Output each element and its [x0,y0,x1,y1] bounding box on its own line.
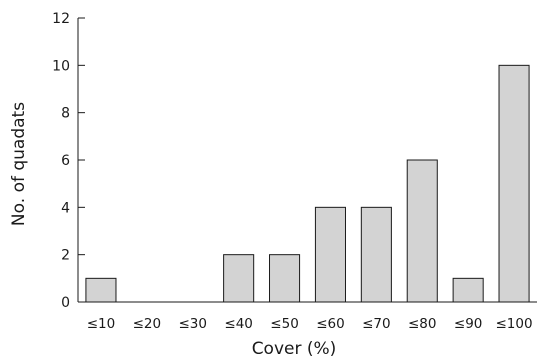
y-tick-label: 10 [52,58,70,74]
bars-group [85,64,530,303]
x-tick-label: ≤70 [362,316,391,332]
y-tick-label: 6 [61,153,70,169]
y-axis-title: No. of quadats [9,102,29,226]
y-axis: 0 2 4 6 8 10 12 [52,11,85,311]
bar-7 [406,159,438,303]
bar-5 [314,206,346,303]
x-tick-label: ≤60 [316,316,345,332]
x-tick-label: ≤50 [270,316,299,332]
x-tick-label: ≤90 [454,316,483,332]
y-tick-label: 0 [61,295,70,311]
y-tick-label: 12 [52,11,70,27]
bar-6 [360,206,392,303]
bar-0 [85,277,117,303]
x-tick-label: ≤80 [408,316,437,332]
x-tick-label: ≤20 [133,316,162,332]
y-tick-label: 8 [61,106,70,122]
y-tick-label: 2 [61,248,70,264]
x-tick-label: ≤40 [224,316,253,332]
x-tick-label: ≤100 [496,316,533,332]
x-tick-label: ≤30 [179,316,208,332]
bar-3 [223,254,255,303]
bar-8 [452,277,484,303]
bar-4 [269,254,301,303]
y-tick-label: 4 [61,200,70,216]
x-tick-label: ≤10 [87,316,116,332]
x-axis-title: Cover (%) [252,339,337,359]
x-axis: ≤10 ≤20 ≤30 ≤40 ≤50 ≤60 ≤70 ≤80 ≤90 ≤100 [78,301,537,332]
bar-9 [498,64,530,303]
